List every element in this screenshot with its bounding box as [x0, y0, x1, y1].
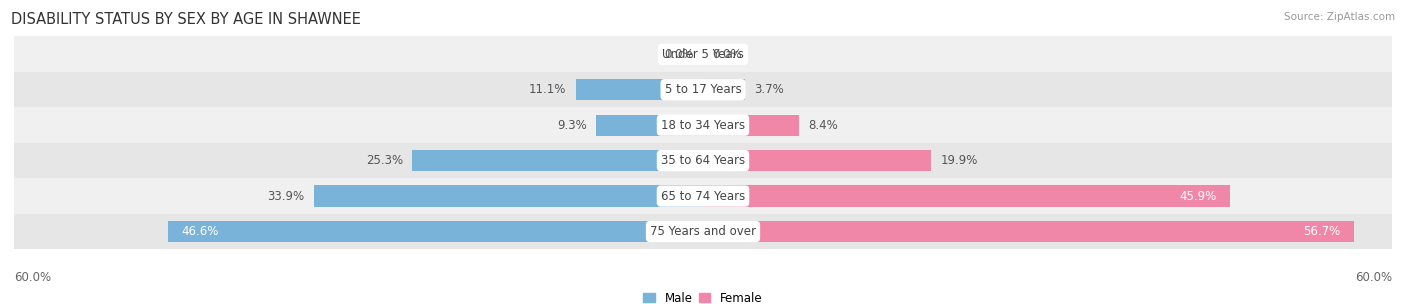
- Text: 75 Years and over: 75 Years and over: [650, 225, 756, 238]
- Bar: [412, 150, 703, 171]
- Text: 18 to 34 Years: 18 to 34 Years: [661, 119, 745, 132]
- Text: Source: ZipAtlas.com: Source: ZipAtlas.com: [1284, 12, 1395, 22]
- Bar: [703, 79, 745, 100]
- Text: 56.7%: 56.7%: [1303, 225, 1340, 238]
- Text: 11.1%: 11.1%: [529, 83, 567, 96]
- Bar: [703, 221, 1354, 242]
- Text: 45.9%: 45.9%: [1180, 190, 1216, 202]
- Text: 0.0%: 0.0%: [664, 48, 693, 61]
- Text: 8.4%: 8.4%: [808, 119, 838, 132]
- Text: 46.6%: 46.6%: [181, 225, 219, 238]
- Text: 25.3%: 25.3%: [366, 154, 404, 167]
- Text: DISABILITY STATUS BY SEX BY AGE IN SHAWNEE: DISABILITY STATUS BY SEX BY AGE IN SHAWN…: [11, 12, 361, 27]
- Bar: [167, 221, 703, 242]
- Text: 3.7%: 3.7%: [755, 83, 785, 96]
- Bar: [14, 214, 1392, 249]
- Text: 65 to 74 Years: 65 to 74 Years: [661, 190, 745, 202]
- Bar: [14, 178, 1392, 214]
- Bar: [14, 72, 1392, 107]
- Text: 9.3%: 9.3%: [557, 119, 588, 132]
- Bar: [596, 115, 703, 136]
- Text: Under 5 Years: Under 5 Years: [662, 48, 744, 61]
- Text: 60.0%: 60.0%: [1355, 271, 1392, 284]
- Text: 60.0%: 60.0%: [14, 271, 51, 284]
- Bar: [14, 143, 1392, 178]
- Bar: [703, 150, 932, 171]
- Text: 5 to 17 Years: 5 to 17 Years: [665, 83, 741, 96]
- Bar: [703, 115, 800, 136]
- Text: 35 to 64 Years: 35 to 64 Years: [661, 154, 745, 167]
- Text: 33.9%: 33.9%: [267, 190, 305, 202]
- Legend: Male, Female: Male, Female: [641, 289, 765, 304]
- Text: 19.9%: 19.9%: [941, 154, 979, 167]
- Bar: [314, 185, 703, 207]
- Bar: [703, 185, 1230, 207]
- Bar: [14, 107, 1392, 143]
- Bar: [14, 36, 1392, 72]
- Text: 0.0%: 0.0%: [713, 48, 742, 61]
- Bar: [575, 79, 703, 100]
